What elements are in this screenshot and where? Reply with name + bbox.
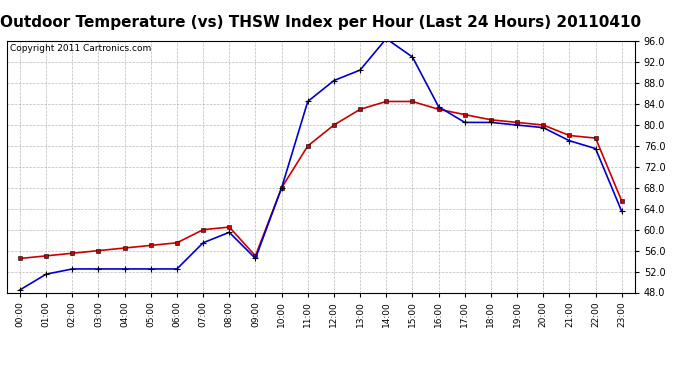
Text: Copyright 2011 Cartronics.com: Copyright 2011 Cartronics.com [10,44,151,53]
Text: Outdoor Temperature (vs) THSW Index per Hour (Last 24 Hours) 20110410: Outdoor Temperature (vs) THSW Index per … [0,15,642,30]
